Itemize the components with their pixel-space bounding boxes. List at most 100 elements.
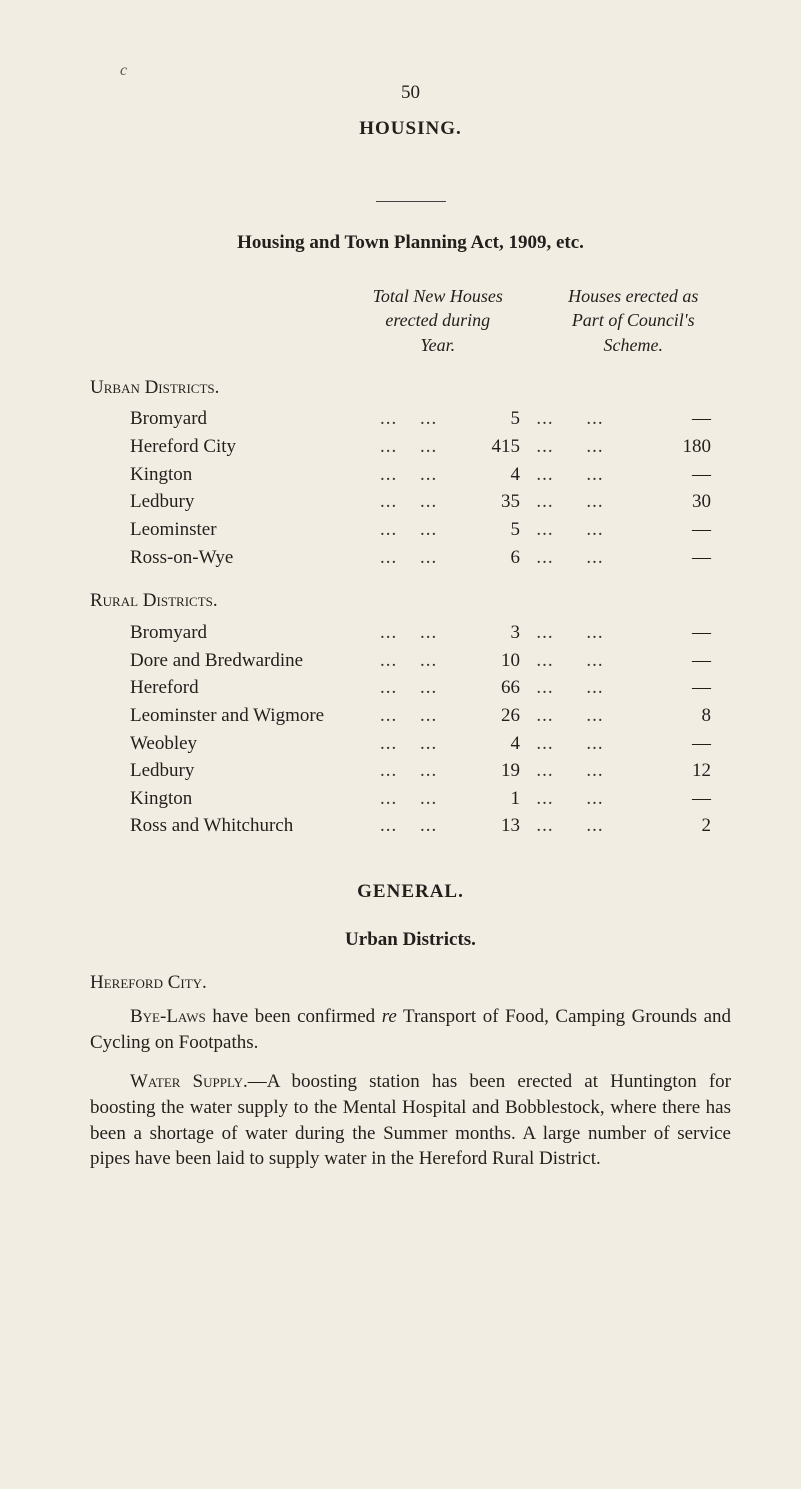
page-number: 50: [90, 80, 731, 106]
leader-dots: ...: [570, 434, 620, 460]
row-value-2: —: [620, 462, 731, 488]
byelaws-re: re: [382, 1006, 397, 1027]
row-value-2: 12: [620, 758, 731, 784]
leader-dots: ...: [520, 406, 570, 432]
leader-dots: ...: [420, 620, 460, 646]
row-value-1: 26: [460, 703, 520, 729]
leader-dots: ...: [380, 703, 420, 729]
row-name: Dore and Bredwardine: [90, 648, 380, 674]
leader-dots: ...: [570, 786, 620, 812]
byelaws-text-1: have been confirmed: [206, 1006, 382, 1027]
row-value-1: 35: [460, 489, 520, 515]
leader-dots: ...: [420, 703, 460, 729]
leader-dots: ...: [420, 648, 460, 674]
table-row: Dore and Bredwardine......10......—: [90, 648, 731, 674]
divider-rule: [376, 201, 446, 202]
row-value-2: 2: [620, 813, 731, 839]
leader-dots: ...: [520, 545, 570, 571]
row-name: Hereford: [90, 675, 380, 701]
leader-dots: ...: [520, 703, 570, 729]
leader-dots: ...: [420, 489, 460, 515]
leader-dots: ...: [380, 434, 420, 460]
leader-dots: ...: [380, 517, 420, 543]
row-name: Ross and Whitchurch: [90, 813, 380, 839]
row-value-2: —: [620, 731, 731, 757]
leader-dots: ...: [520, 620, 570, 646]
leader-dots: ...: [570, 517, 620, 543]
leader-dots: ...: [380, 406, 420, 432]
water-supply-lead: Water Supply.: [130, 1071, 248, 1092]
row-value-1: 3: [460, 620, 520, 646]
table-row: Leominster......5......—: [90, 517, 731, 543]
act-heading: Housing and Town Planning Act, 1909, etc…: [90, 230, 731, 256]
row-value-1: 4: [460, 731, 520, 757]
row-name: Ledbury: [90, 758, 380, 784]
row-value-2: —: [620, 675, 731, 701]
leader-dots: ...: [420, 786, 460, 812]
row-value-2: —: [620, 406, 731, 432]
leader-dots: ...: [420, 731, 460, 757]
row-name: Kington: [90, 462, 380, 488]
leader-dots: ...: [380, 758, 420, 784]
leader-dots: ...: [570, 620, 620, 646]
leader-dots: ...: [420, 434, 460, 460]
leader-dots: ...: [520, 731, 570, 757]
table-row: Leominster and Wigmore......26......8: [90, 703, 731, 729]
row-value-1: 1: [460, 786, 520, 812]
leader-dots: ...: [570, 813, 620, 839]
leader-dots: ...: [380, 675, 420, 701]
leader-dots: ...: [570, 462, 620, 488]
column-headers: Total New Houses erected during Year. Ho…: [90, 284, 731, 357]
row-name: Ledbury: [90, 489, 380, 515]
leader-dots: ...: [380, 489, 420, 515]
leader-dots: ...: [420, 758, 460, 784]
leader-dots: ...: [520, 786, 570, 812]
row-name: Leominster: [90, 517, 380, 543]
row-value-1: 6: [460, 545, 520, 571]
row-value-1: 5: [460, 517, 520, 543]
leader-dots: ...: [520, 434, 570, 460]
row-value-2: —: [620, 545, 731, 571]
corner-mark: c: [120, 60, 127, 82]
row-value-1: 10: [460, 648, 520, 674]
leader-dots: ...: [570, 489, 620, 515]
leader-dots: ...: [520, 758, 570, 784]
table-row: Hereford......66......—: [90, 675, 731, 701]
table-row: Ledbury......19......12: [90, 758, 731, 784]
leader-dots: ...: [520, 489, 570, 515]
row-name: Kington: [90, 786, 380, 812]
row-value-1: 66: [460, 675, 520, 701]
row-name: Ross-on-Wye: [90, 545, 380, 571]
column-header-1: Total New Houses erected during Year.: [340, 284, 536, 357]
leader-dots: ...: [520, 648, 570, 674]
table-row: Ross-on-Wye......6......—: [90, 545, 731, 571]
leader-dots: ...: [420, 545, 460, 571]
leader-dots: ...: [570, 545, 620, 571]
row-value-1: 13: [460, 813, 520, 839]
housing-table: Total New Houses erected during Year. Ho…: [90, 284, 731, 839]
column-header-2: Houses erected as Part of Council's Sche…: [536, 284, 732, 357]
byelaws-lead: Bye-Laws: [130, 1006, 206, 1027]
table-row: Bromyard......3......—: [90, 620, 731, 646]
row-name: Leominster and Wigmore: [90, 703, 380, 729]
row-name: Weobley: [90, 731, 380, 757]
row-name: Bromyard: [90, 620, 380, 646]
row-value-1: 415: [460, 434, 520, 460]
row-value-2: 30: [620, 489, 731, 515]
table-row: Ross and Whitchurch......13......2: [90, 813, 731, 839]
row-value-2: —: [620, 620, 731, 646]
urban-districts-label: Urban Districts.: [90, 375, 731, 401]
row-value-1: 4: [460, 462, 520, 488]
leader-dots: ...: [420, 675, 460, 701]
leader-dots: ...: [380, 620, 420, 646]
rural-districts-label: Rural Districts.: [90, 588, 731, 614]
leader-dots: ...: [380, 648, 420, 674]
general-heading: GENERAL.: [90, 879, 731, 905]
hereford-city-label: Hereford City.: [90, 970, 731, 996]
leader-dots: ...: [380, 786, 420, 812]
table-row: Kington......4......—: [90, 462, 731, 488]
leader-dots: ...: [570, 406, 620, 432]
leader-dots: ...: [520, 517, 570, 543]
leader-dots: ...: [520, 462, 570, 488]
row-value-2: —: [620, 786, 731, 812]
